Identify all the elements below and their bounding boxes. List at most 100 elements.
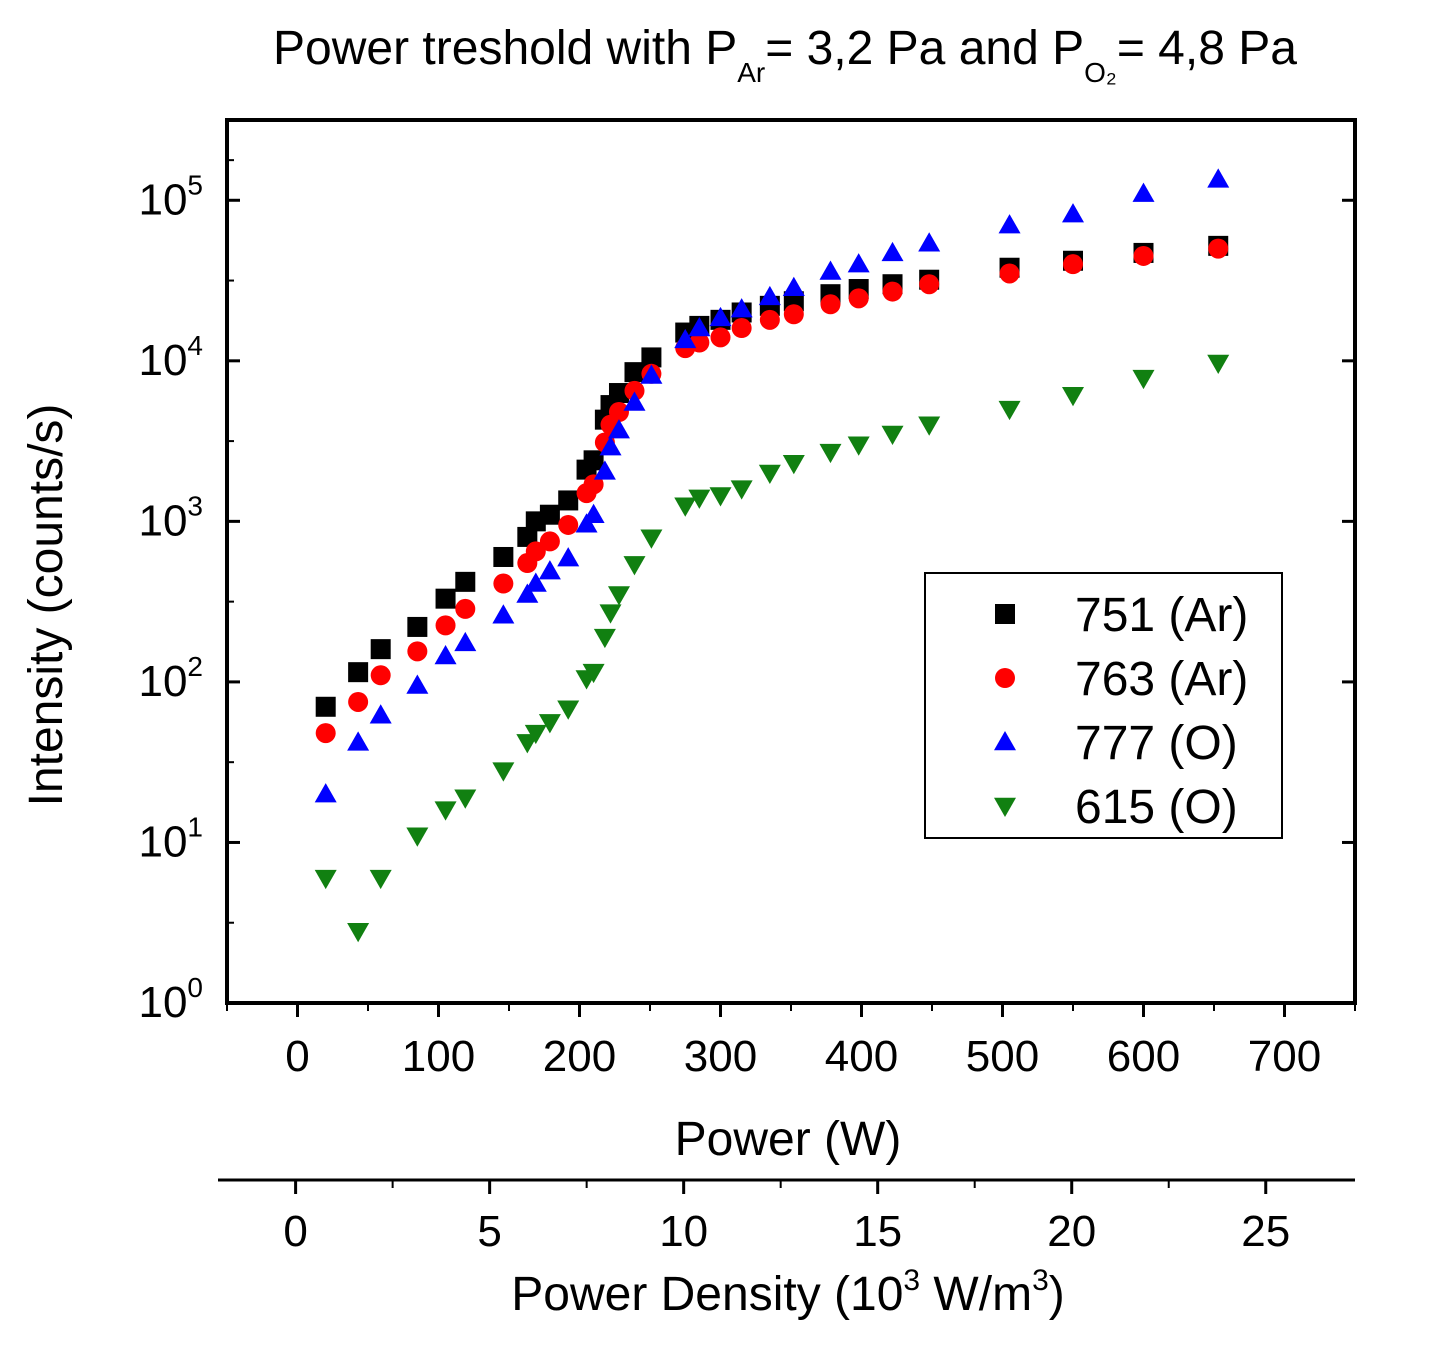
data-point [623, 391, 646, 411]
x-tick-label: 600 [1107, 1032, 1180, 1081]
data-point [882, 281, 903, 302]
x2-tick-label: 25 [1241, 1207, 1290, 1256]
data-point [435, 588, 456, 609]
data-point [434, 801, 457, 821]
y-tick-base: 10 [138, 978, 187, 1027]
plot-frame [225, 118, 1357, 1005]
legend-marker [994, 797, 1016, 817]
data-point [688, 489, 711, 509]
x2-label-sup-1: 3 [903, 1264, 920, 1297]
data-point [516, 734, 539, 754]
y-tick-label: 103 [138, 490, 203, 545]
title-subscript-ar: Ar [737, 57, 765, 88]
data-point [674, 328, 697, 349]
x2-tick-label: 15 [853, 1207, 902, 1256]
x-tick-label: 500 [966, 1032, 1039, 1081]
data-point [999, 263, 1020, 284]
data-point [730, 480, 753, 500]
data-point [370, 665, 391, 686]
y-tick-exponent: 5 [187, 169, 203, 200]
data-point [493, 546, 514, 567]
data-point [599, 604, 622, 624]
x-tick-label: 300 [684, 1032, 757, 1081]
data-point [640, 529, 663, 549]
data-point [998, 400, 1021, 421]
data-point [1062, 203, 1084, 223]
legend-marker [994, 731, 1016, 751]
data-point [517, 526, 538, 547]
y-tick-base: 10 [138, 817, 187, 866]
data-point [758, 464, 781, 485]
data-point [881, 425, 904, 446]
data-point [847, 436, 870, 456]
legend-label: 763 (Ar) [1075, 653, 1248, 706]
data-points [314, 168, 1230, 943]
x-tick-label: 100 [402, 1032, 475, 1081]
data-point [1132, 182, 1155, 202]
data-point [348, 691, 369, 712]
series-2 [314, 168, 1230, 803]
x2-tick-label: 5 [477, 1207, 501, 1256]
title-subscript-o2: O₂ [1084, 57, 1117, 88]
x2-axis-label: Power Density (103 W/m3) [511, 1264, 1064, 1321]
data-point [593, 460, 616, 480]
data-point [674, 497, 697, 517]
data-point [1133, 245, 1154, 266]
data-point [539, 531, 560, 552]
data-point [538, 714, 561, 734]
data-point [582, 663, 605, 684]
data-point [782, 276, 805, 297]
data-point [624, 380, 645, 401]
x2-label-sup-2: 3 [1032, 1264, 1049, 1297]
data-point [492, 762, 515, 782]
x-tick-label: 200 [543, 1032, 616, 1081]
data-point [918, 416, 941, 436]
data-point [1208, 238, 1229, 259]
data-point [819, 443, 842, 464]
data-point [582, 503, 605, 523]
x2-label-part-3: ) [1049, 1268, 1065, 1321]
data-point [314, 783, 337, 803]
x2-label-part-2: W/m [920, 1268, 1032, 1321]
data-point [406, 674, 429, 694]
data-point [820, 294, 841, 315]
data-point [538, 560, 561, 580]
y-tick-base: 10 [138, 657, 187, 706]
legend-label: 751 (Ar) [1075, 589, 1248, 642]
data-point [435, 615, 456, 636]
x2-label-part-1: Power Density (10 [511, 1268, 903, 1321]
secondary-x-axis: 0 5 10 15 20 25 [218, 1178, 1355, 1256]
title-part-1: Power treshold with P [273, 22, 737, 75]
data-point [1062, 387, 1084, 407]
chart-title: Power treshold with PAr= 3,2 Pa and PO₂=… [273, 22, 1297, 88]
data-point [640, 364, 663, 384]
data-point [919, 274, 940, 295]
data-point [607, 419, 630, 439]
data-point [759, 309, 780, 330]
data-point [730, 298, 753, 318]
data-point [525, 541, 546, 562]
data-point [623, 556, 646, 576]
data-point [315, 696, 336, 717]
data-point [492, 604, 515, 624]
data-point [369, 704, 392, 724]
y-tick-exponent: 0 [187, 972, 203, 1003]
data-point [524, 572, 547, 592]
legend-label: 777 (O) [1075, 717, 1238, 770]
data-point [709, 487, 732, 507]
y-axis-label: Intensity (counts/s) [20, 404, 73, 807]
data-point [607, 586, 630, 606]
data-point [348, 662, 369, 683]
data-point [881, 241, 904, 262]
data-point [688, 317, 711, 337]
data-point [455, 571, 476, 592]
data-point [369, 869, 392, 890]
data-point [539, 504, 560, 525]
data-point [783, 304, 804, 325]
y-tick-exponent: 2 [187, 651, 203, 682]
data-point [847, 253, 870, 273]
data-point [406, 827, 429, 847]
legend-marker [995, 668, 1015, 688]
data-point [370, 639, 391, 660]
